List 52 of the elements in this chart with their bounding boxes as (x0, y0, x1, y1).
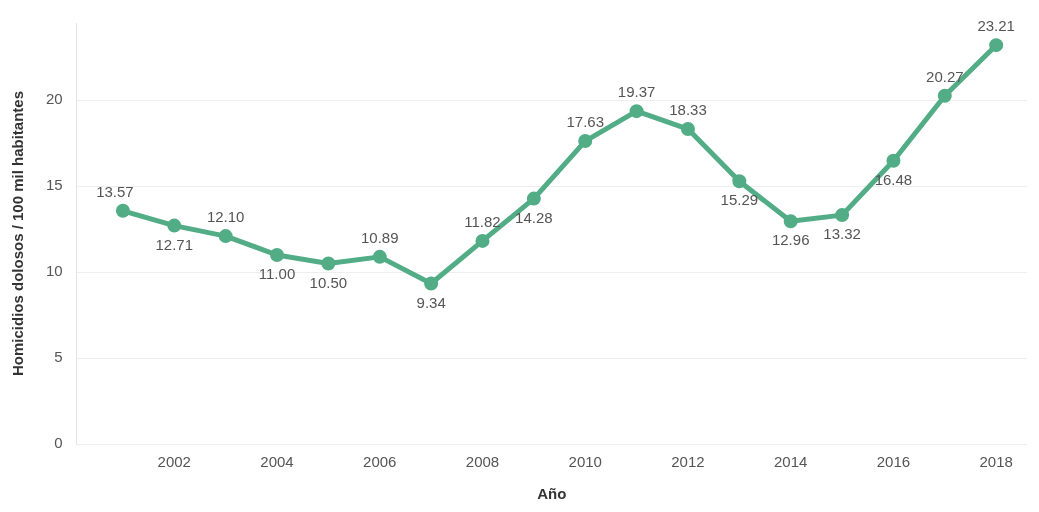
x-axis-title: Año (537, 485, 567, 503)
point (372, 249, 387, 264)
y-tick-label: 15 (46, 176, 63, 194)
data-label: 15.29 (720, 191, 759, 209)
data-label: 11.00 (258, 265, 296, 283)
data-label: 14.28 (515, 208, 553, 226)
data-label: 12.96 (771, 231, 810, 249)
data-label: 10.50 (309, 273, 348, 291)
y-axis-title: Homicidios dolosos / 100 mil habitantes (9, 90, 27, 377)
y-tick-label: 0 (54, 434, 63, 452)
x-tick-label: 2008 (465, 453, 500, 471)
y-tick-label: 10 (46, 262, 63, 280)
point (732, 174, 747, 189)
data-label: 18.33 (669, 101, 707, 119)
data-label: 9.34 (416, 293, 446, 311)
x-tick-label: 2012 (671, 453, 705, 471)
x-tick-label: 2016 (876, 453, 911, 471)
point (886, 153, 901, 168)
point (424, 276, 439, 291)
x-tick-label: 2018 (979, 453, 1013, 471)
data-label: 20.27 (926, 67, 964, 85)
data-label: 10.89 (360, 229, 399, 247)
x-tick-label: 2014 (774, 453, 808, 471)
point (321, 256, 336, 271)
point (218, 229, 233, 244)
data-label: 19.37 (617, 83, 656, 101)
data-label: 17.63 (566, 113, 605, 131)
point (167, 218, 182, 233)
point (680, 122, 695, 137)
point (115, 203, 130, 218)
data-label: 12.71 (155, 235, 194, 253)
point (526, 191, 541, 206)
point (783, 214, 798, 229)
point (835, 208, 850, 223)
point (475, 233, 490, 248)
y-tick-label: 5 (54, 348, 63, 366)
data-label: 13.32 (823, 225, 861, 243)
point (629, 104, 644, 119)
y-tick-label: 20 (46, 90, 63, 108)
point (937, 88, 952, 103)
x-tick-label: 2006 (363, 453, 397, 471)
data-label: 11.82 (464, 213, 501, 231)
point (270, 247, 285, 262)
point (578, 134, 593, 149)
x-tick-label: 2002 (157, 453, 191, 471)
data-label: 23.21 (977, 17, 1015, 35)
data-label: 16.48 (874, 170, 913, 188)
point (989, 38, 1004, 53)
data-label: 12.10 (206, 208, 245, 226)
x-tick-label: 2004 (260, 453, 294, 471)
x-tick-label: 2010 (568, 453, 602, 471)
data-label: 13.57 (96, 182, 134, 200)
